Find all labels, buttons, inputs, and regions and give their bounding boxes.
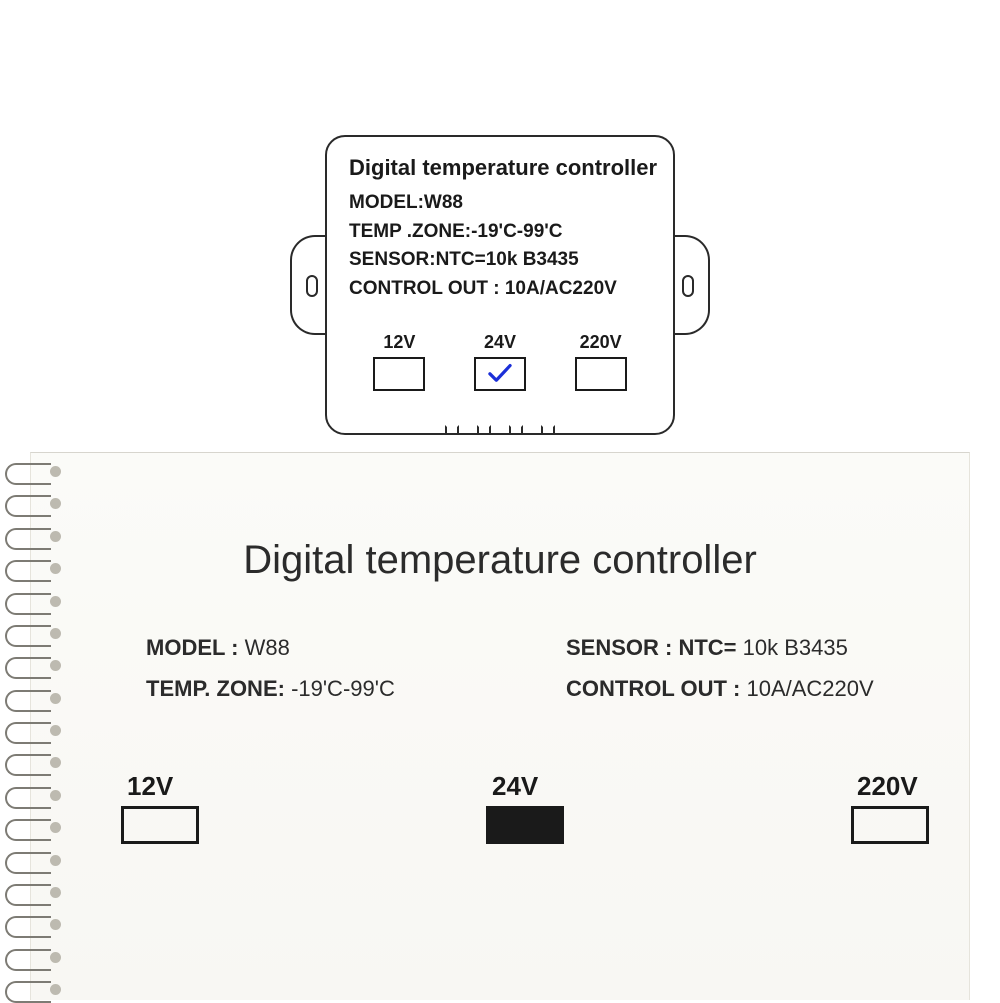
voltage-checkbox [373, 357, 425, 391]
spiral-ring [5, 591, 63, 613]
spec-line: TEMP. ZONE: -19'C-99'C [146, 669, 395, 710]
nb-voltage-option-220v: 220V [851, 771, 929, 844]
device-body: Digital temperature controller MODEL:W88… [325, 135, 675, 435]
nb-voltage-box [121, 806, 199, 844]
spiral-ring [5, 850, 63, 872]
device-voltage-row: 12V 24V 220V [327, 332, 673, 391]
spiral-ring [5, 688, 63, 710]
notebook-title: Digital temperature controller [31, 538, 969, 583]
device-specs: MODEL:W88 TEMP .ZONE:-19'C-99'C SENSOR:N… [349, 189, 617, 303]
notebook-specs-col-a: MODEL : W88TEMP. ZONE: -19'C-99'C [146, 628, 395, 709]
voltage-label: 12V [373, 332, 425, 353]
spiral-ring [5, 914, 63, 936]
voltage-label: 220V [575, 332, 627, 353]
voltage-option-220v: 220V [575, 332, 627, 391]
device-label-card: Digital temperature controller MODEL:W88… [290, 135, 710, 435]
spiral-ring [5, 752, 63, 774]
spiral-ring [5, 817, 63, 839]
spiral-ring [5, 493, 63, 515]
nb-voltage-label: 220V [857, 771, 929, 802]
check-icon [486, 362, 514, 384]
spiral-ring [5, 655, 63, 677]
notebook-specs-col-b: SENSOR : NTC= 10k B3435CONTROL OUT : 10A… [566, 628, 874, 709]
spec-line: MODEL : W88 [146, 628, 395, 669]
nb-voltage-label: 12V [127, 771, 199, 802]
spec-line: SENSOR : NTC= 10k B3435 [566, 628, 874, 669]
voltage-checkbox [474, 357, 526, 391]
device-title: Digital temperature controller [349, 155, 657, 181]
spiral-ring [5, 979, 63, 1001]
device-connector-teeth [445, 427, 555, 435]
spiral-ring [5, 461, 63, 483]
spiral-ring [5, 623, 63, 645]
spiral-ring [5, 720, 63, 742]
spiral-ring [5, 785, 63, 807]
voltage-option-24v: 24V [474, 332, 526, 391]
spiral-ring [5, 947, 63, 969]
spiral-ring [5, 882, 63, 904]
nb-voltage-label: 24V [492, 771, 564, 802]
spec-line: CONTROL OUT : 10A/AC220V [566, 669, 874, 710]
voltage-checkbox [575, 357, 627, 391]
notebook-page: Digital temperature controller MODEL : W… [30, 452, 970, 1000]
nb-voltage-option-24v: 24V [486, 771, 564, 844]
nb-voltage-box [486, 806, 564, 844]
nb-voltage-box [851, 806, 929, 844]
voltage-option-12v: 12V [373, 332, 425, 391]
nb-voltage-option-12v: 12V [121, 771, 199, 844]
notebook-voltage-row: 12V 24V 220V [121, 771, 929, 844]
voltage-label: 24V [474, 332, 526, 353]
